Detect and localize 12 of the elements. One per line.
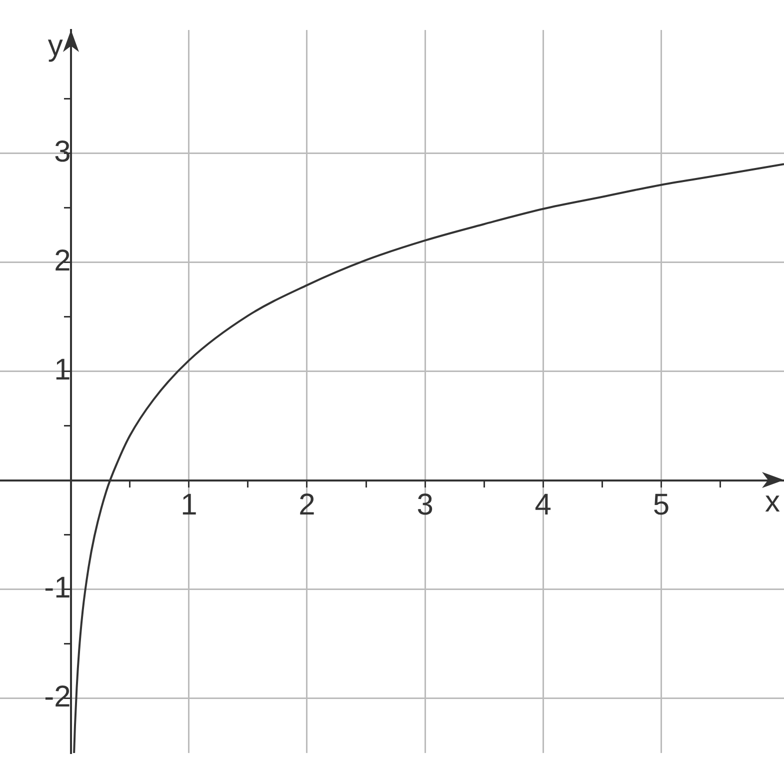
x-tick-label: 4 — [534, 488, 552, 522]
x-tick-label: 2 — [298, 488, 316, 522]
x-tick-label: 1 — [180, 488, 198, 522]
y-axis-title: y — [48, 29, 63, 62]
y-tick-label: -2 — [44, 680, 71, 714]
y-tick-label: 1 — [54, 354, 71, 387]
y-tick-label: 2 — [54, 244, 71, 278]
y-tick-label: 3 — [54, 135, 71, 168]
x-tick-label: 5 — [652, 488, 670, 522]
y-tick-label: -1 — [44, 572, 71, 605]
x-axis-title: x — [765, 486, 780, 519]
x-tick-label: 3 — [416, 488, 434, 522]
